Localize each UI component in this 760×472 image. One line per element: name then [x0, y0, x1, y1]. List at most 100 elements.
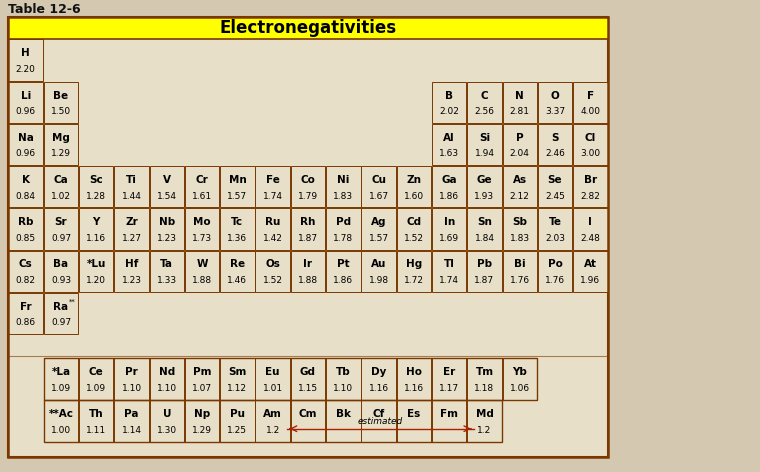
Text: Sc: Sc — [90, 175, 103, 185]
Text: 1.23: 1.23 — [122, 276, 141, 285]
Text: 1.10: 1.10 — [333, 384, 353, 393]
Text: **: ** — [68, 299, 75, 304]
FancyBboxPatch shape — [467, 124, 502, 165]
Text: 1.52: 1.52 — [404, 234, 424, 243]
Text: Cm: Cm — [299, 409, 317, 419]
Text: 1.06: 1.06 — [510, 384, 530, 393]
FancyBboxPatch shape — [8, 251, 43, 292]
Text: Zn: Zn — [407, 175, 421, 185]
Text: Sb: Sb — [512, 217, 527, 227]
FancyBboxPatch shape — [432, 124, 467, 165]
FancyBboxPatch shape — [467, 358, 502, 400]
Text: K: K — [21, 175, 30, 185]
FancyBboxPatch shape — [573, 208, 607, 250]
Text: Sm: Sm — [228, 367, 246, 377]
Text: Mg: Mg — [52, 133, 70, 143]
Text: Pd: Pd — [336, 217, 351, 227]
Text: Ru: Ru — [265, 217, 280, 227]
Text: 1.86: 1.86 — [333, 276, 353, 285]
Text: 0.82: 0.82 — [16, 276, 36, 285]
FancyBboxPatch shape — [255, 400, 290, 442]
Text: Table 12-6: Table 12-6 — [8, 3, 81, 16]
FancyBboxPatch shape — [467, 166, 502, 208]
FancyBboxPatch shape — [573, 82, 607, 123]
FancyBboxPatch shape — [79, 358, 113, 400]
FancyBboxPatch shape — [361, 166, 396, 208]
FancyBboxPatch shape — [432, 358, 467, 400]
Text: 1.88: 1.88 — [192, 276, 212, 285]
Text: 1.73: 1.73 — [192, 234, 212, 243]
FancyBboxPatch shape — [573, 124, 607, 165]
Text: 1.46: 1.46 — [227, 276, 248, 285]
Text: Electronegativities: Electronegativities — [220, 19, 397, 37]
Text: 1.78: 1.78 — [333, 234, 353, 243]
Text: Er: Er — [443, 367, 455, 377]
FancyBboxPatch shape — [502, 358, 537, 400]
Text: At: At — [584, 260, 597, 270]
Text: Re: Re — [230, 260, 245, 270]
Text: Pb: Pb — [477, 260, 492, 270]
Text: Cl: Cl — [584, 133, 596, 143]
FancyBboxPatch shape — [185, 358, 220, 400]
FancyBboxPatch shape — [79, 251, 113, 292]
Text: 1.23: 1.23 — [157, 234, 177, 243]
Text: 1.16: 1.16 — [369, 384, 388, 393]
Text: In: In — [444, 217, 454, 227]
FancyBboxPatch shape — [8, 82, 43, 123]
FancyBboxPatch shape — [43, 400, 78, 442]
Text: 1.30: 1.30 — [157, 426, 177, 435]
FancyBboxPatch shape — [467, 82, 502, 123]
Text: Cf: Cf — [372, 409, 385, 419]
Text: Hg: Hg — [406, 260, 422, 270]
Text: U: U — [163, 409, 171, 419]
Text: 2.03: 2.03 — [545, 234, 565, 243]
Text: Mo: Mo — [193, 217, 211, 227]
FancyBboxPatch shape — [538, 208, 572, 250]
FancyBboxPatch shape — [502, 124, 537, 165]
Text: H: H — [21, 48, 30, 59]
FancyBboxPatch shape — [220, 166, 255, 208]
Text: 1.57: 1.57 — [227, 192, 248, 201]
FancyBboxPatch shape — [291, 166, 325, 208]
Text: 1.76: 1.76 — [545, 276, 565, 285]
FancyBboxPatch shape — [255, 358, 290, 400]
FancyBboxPatch shape — [220, 358, 255, 400]
FancyBboxPatch shape — [361, 251, 396, 292]
Text: 1.29: 1.29 — [192, 426, 212, 435]
Text: 1.16: 1.16 — [86, 234, 106, 243]
Text: 1.14: 1.14 — [122, 426, 141, 435]
FancyBboxPatch shape — [114, 400, 149, 442]
Text: 2.12: 2.12 — [510, 192, 530, 201]
Text: Cu: Cu — [371, 175, 386, 185]
Text: Es: Es — [407, 409, 420, 419]
Text: W: W — [196, 260, 208, 270]
FancyBboxPatch shape — [114, 166, 149, 208]
Text: 1.83: 1.83 — [333, 192, 353, 201]
Text: 0.97: 0.97 — [51, 318, 71, 327]
Text: Cd: Cd — [407, 217, 422, 227]
Text: 1.10: 1.10 — [122, 384, 141, 393]
Text: Ca: Ca — [53, 175, 68, 185]
Text: Li: Li — [21, 91, 30, 101]
Text: 1.27: 1.27 — [122, 234, 141, 243]
FancyBboxPatch shape — [467, 400, 502, 442]
FancyBboxPatch shape — [397, 208, 431, 250]
Text: 1.02: 1.02 — [51, 192, 71, 201]
Text: 0.85: 0.85 — [16, 234, 36, 243]
Text: 1.98: 1.98 — [369, 276, 388, 285]
FancyBboxPatch shape — [185, 208, 220, 250]
Text: 2.02: 2.02 — [439, 107, 459, 116]
Text: 1.69: 1.69 — [439, 234, 459, 243]
Text: Na: Na — [17, 133, 33, 143]
Text: Th: Th — [89, 409, 103, 419]
Text: estimated: estimated — [358, 417, 403, 426]
FancyBboxPatch shape — [397, 166, 431, 208]
FancyBboxPatch shape — [43, 358, 78, 400]
Text: 1.87: 1.87 — [298, 234, 318, 243]
FancyBboxPatch shape — [326, 400, 360, 442]
Text: 2.20: 2.20 — [16, 65, 36, 74]
Text: I: I — [588, 217, 592, 227]
Text: 0.93: 0.93 — [51, 276, 71, 285]
Text: Ta: Ta — [160, 260, 173, 270]
FancyBboxPatch shape — [43, 124, 78, 165]
